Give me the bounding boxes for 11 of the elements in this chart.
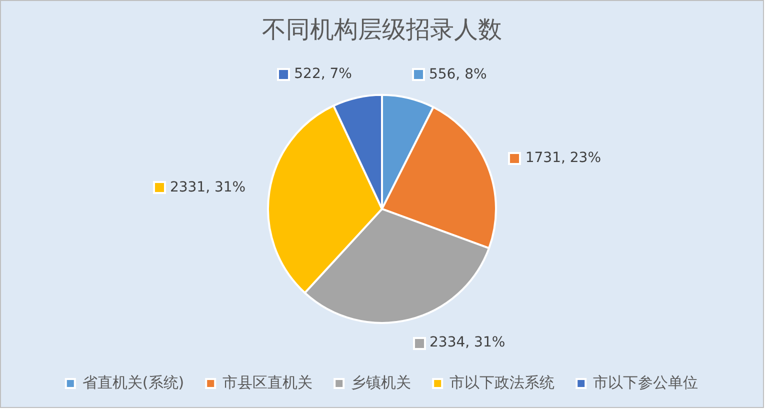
data-label: 522, 7% xyxy=(294,66,352,82)
legend-label: 市县区直机关 xyxy=(222,373,313,392)
legend-label: 乡镇机关 xyxy=(351,373,412,392)
data-label: 1731, 23% xyxy=(525,150,602,166)
data-label: 556, 8% xyxy=(428,66,487,82)
legend-label: 市以下政法系统 xyxy=(450,373,555,392)
legend-label: 省直机关(系统) xyxy=(82,373,184,392)
data-label: 2334, 31% xyxy=(430,334,506,351)
data-label: 2331, 31% xyxy=(170,180,246,196)
legend-label: 市以下参公单位 xyxy=(593,373,698,392)
chart-title: 不同机构层级招录人数 xyxy=(262,16,502,44)
